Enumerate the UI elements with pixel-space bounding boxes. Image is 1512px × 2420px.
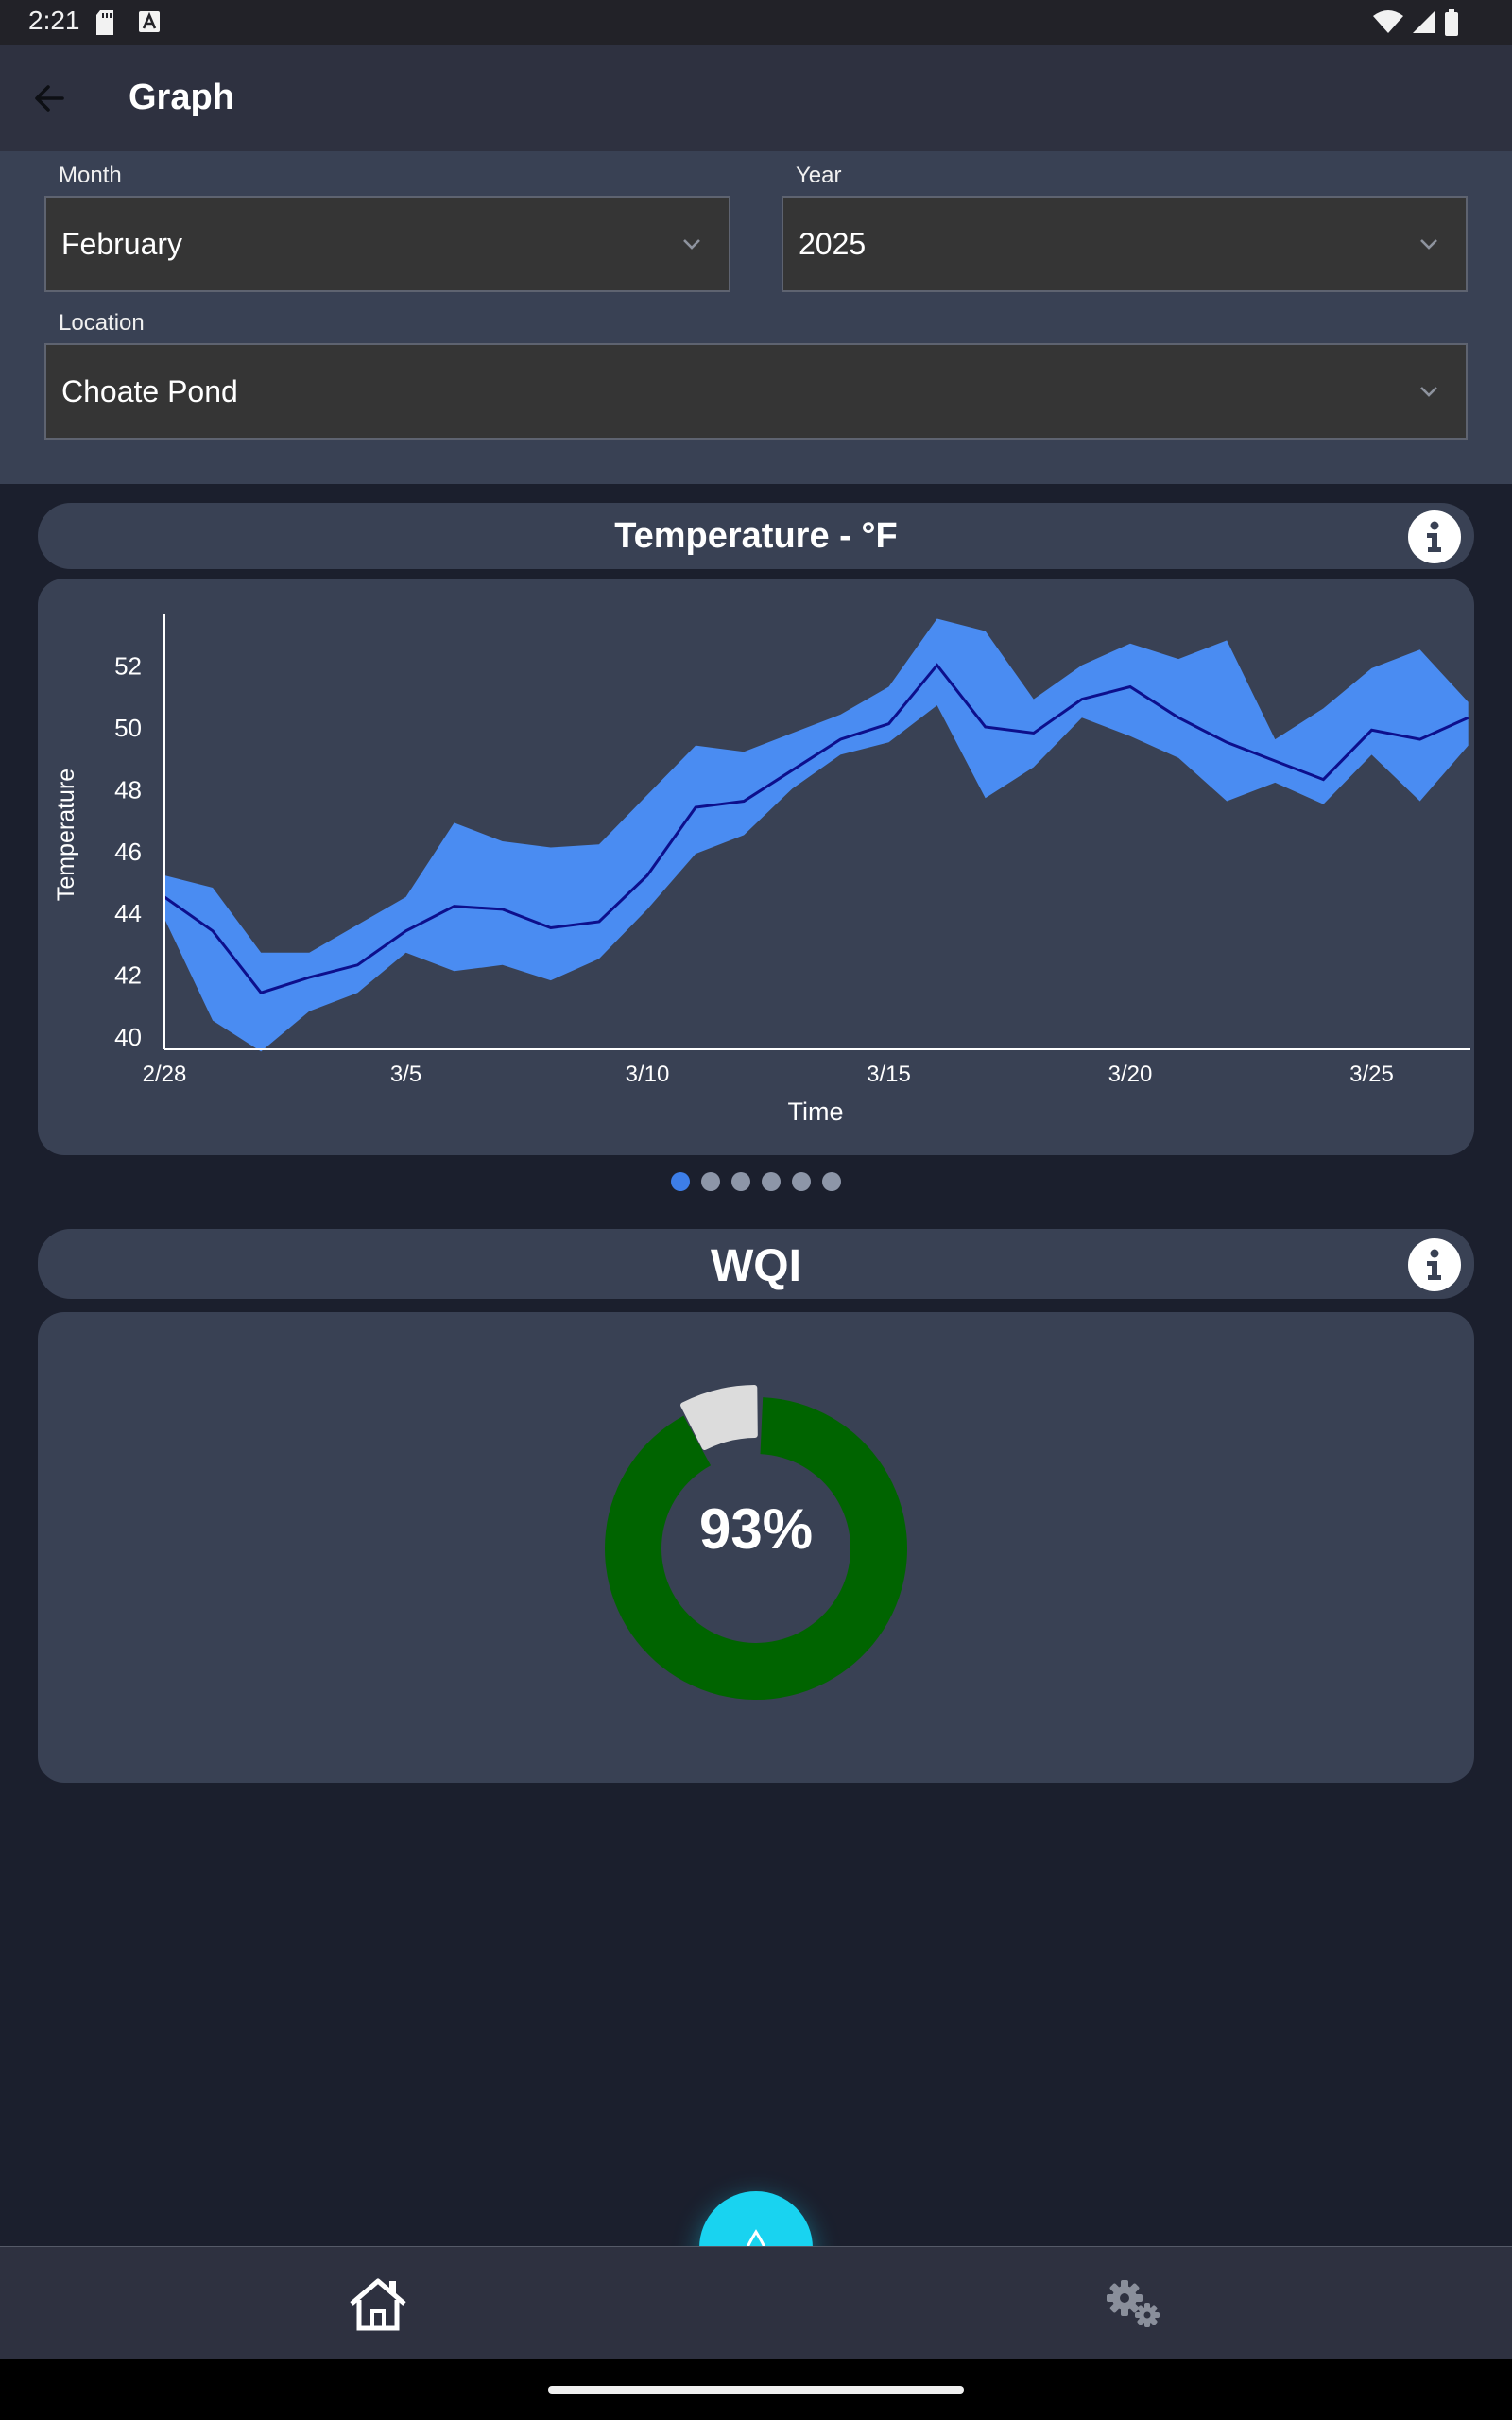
x-tick-label: 3/5 bbox=[390, 1062, 421, 1087]
gears-icon bbox=[1107, 2280, 1160, 2327]
gesture-area bbox=[0, 2360, 1512, 2420]
wqi-gauge-fill bbox=[604, 1397, 908, 1700]
chart-x-axis-label: Time bbox=[788, 1098, 844, 1126]
pager-dot[interactable] bbox=[731, 1172, 750, 1191]
temperature-range-band bbox=[164, 618, 1469, 1052]
y-tick-label: 44 bbox=[114, 899, 142, 927]
y-tick-label: 50 bbox=[114, 714, 142, 742]
temperature-title: Temperature - °F bbox=[614, 516, 898, 556]
page-title: Graph bbox=[129, 78, 234, 117]
y-tick-label: 46 bbox=[114, 838, 142, 866]
year-select[interactable]: 2025 bbox=[782, 196, 1468, 292]
battery-icon bbox=[1445, 9, 1458, 36]
y-tick-label: 52 bbox=[114, 652, 142, 681]
year-label: Year bbox=[796, 163, 842, 188]
wqi-card: 93% bbox=[38, 1312, 1474, 1783]
nav-home-button[interactable] bbox=[348, 2275, 408, 2332]
pager-dots bbox=[671, 1172, 841, 1191]
x-tick-label: 2/28 bbox=[143, 1062, 187, 1087]
signal-icon bbox=[1413, 10, 1435, 33]
pager-dot[interactable] bbox=[701, 1172, 720, 1191]
temperature-card-header: Temperature - °F bbox=[38, 503, 1474, 569]
month-value: February bbox=[61, 226, 183, 261]
year-value: 2025 bbox=[799, 226, 867, 261]
pager-dot[interactable] bbox=[792, 1172, 811, 1191]
wqi-title: WQI bbox=[711, 1241, 801, 1291]
pager-dot[interactable] bbox=[671, 1172, 690, 1191]
temperature-mean-line bbox=[163, 663, 1469, 994]
x-tick-label: 3/20 bbox=[1108, 1062, 1153, 1087]
back-button[interactable] bbox=[23, 72, 76, 125]
x-tick-label: 3/25 bbox=[1349, 1062, 1394, 1087]
gesture-handle[interactable] bbox=[548, 2386, 964, 2394]
chevron-down-icon bbox=[683, 239, 700, 250]
bottom-nav bbox=[0, 2246, 1512, 2360]
month-label: Month bbox=[59, 163, 122, 188]
month-select[interactable]: February bbox=[44, 196, 730, 292]
pager-dot[interactable] bbox=[822, 1172, 841, 1191]
status-bar: 2:21 bbox=[0, 0, 1512, 45]
y-tick-label: 48 bbox=[114, 775, 142, 804]
nav-settings-button[interactable] bbox=[1104, 2275, 1164, 2332]
chevron-down-icon bbox=[1420, 239, 1437, 250]
x-tick-label: 3/10 bbox=[626, 1062, 670, 1087]
info-icon bbox=[1427, 1249, 1441, 1280]
wqi-percent-label: 93% bbox=[699, 1497, 813, 1561]
chart-y-axis-label: Temperature bbox=[53, 769, 79, 901]
wqi-gauge: 93% bbox=[604, 1385, 908, 1700]
temperature-chart-card: 40 42 44 46 48 50 52 2/28 3/5 3/10 3/15 3/20 3/25 T… bbox=[38, 579, 1474, 1155]
y-tick-label: 42 bbox=[114, 961, 142, 990]
x-tick-label: 3/15 bbox=[867, 1062, 911, 1087]
wqi-card-header: WQI bbox=[38, 1229, 1474, 1299]
filter-panel: Month February Year 2025 Location Choate… bbox=[0, 151, 1512, 484]
status-time: 2:21 bbox=[28, 6, 80, 35]
sd-card-icon bbox=[96, 10, 113, 35]
app-bar: Graph bbox=[0, 45, 1512, 151]
location-value: Choate Pond bbox=[61, 373, 238, 408]
y-tick-label: 40 bbox=[114, 1023, 142, 1051]
location-label: Location bbox=[59, 310, 145, 336]
temperature-chart: 40 42 44 46 48 50 52 2/28 3/5 3/10 3/15 3/20 3/25 T… bbox=[53, 614, 1470, 1126]
location-select[interactable]: Choate Pond bbox=[44, 343, 1468, 440]
info-icon bbox=[1427, 521, 1441, 552]
wqi-gauge-pointer bbox=[680, 1385, 758, 1451]
arrow-left-icon bbox=[35, 85, 64, 112]
pager-dot[interactable] bbox=[762, 1172, 781, 1191]
wqi-info-button[interactable] bbox=[1408, 1238, 1461, 1291]
wifi-icon bbox=[1373, 10, 1403, 33]
temperature-info-button[interactable] bbox=[1408, 510, 1461, 563]
a-box-icon bbox=[139, 11, 160, 32]
home-icon bbox=[350, 2278, 406, 2331]
chevron-down-icon bbox=[1420, 387, 1437, 397]
